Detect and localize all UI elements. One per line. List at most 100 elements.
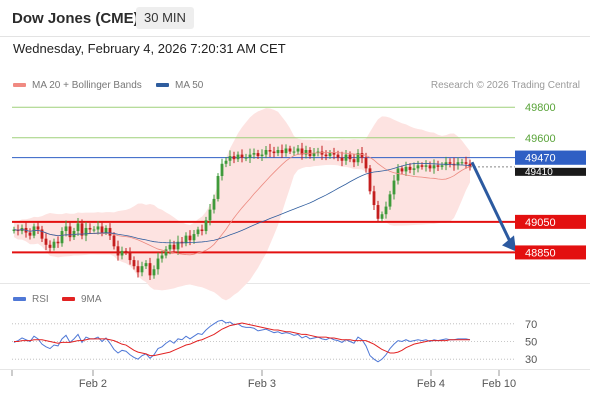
candle-body <box>88 227 92 230</box>
credit-text: Research © 2026 Trading Central <box>430 80 580 91</box>
legend-bb-label: MA 20 + Bollinger Bands <box>32 80 142 91</box>
candle-body <box>164 249 168 256</box>
candle-body <box>72 231 76 238</box>
legend-9ma-label: 9MA <box>81 294 102 305</box>
candle-body <box>392 180 396 195</box>
candle-body <box>92 229 96 231</box>
candle-body <box>104 227 108 233</box>
candle-body <box>216 176 220 199</box>
candle-body <box>300 148 304 155</box>
last-price-label: 49410 <box>525 167 553 178</box>
candle-body <box>388 194 392 207</box>
candle-body <box>252 153 256 155</box>
candle-body <box>356 153 360 163</box>
candle-body <box>12 229 16 232</box>
candle-body <box>212 198 216 210</box>
candle-body <box>176 241 180 250</box>
level-label-49800: 49800 <box>525 102 556 114</box>
candle-body <box>220 163 224 177</box>
candle-body <box>40 229 44 239</box>
candle-body <box>44 238 48 245</box>
last-price-tag <box>515 167 586 176</box>
x-tick-label: Feb 3 <box>248 378 276 390</box>
candle-body <box>128 252 132 261</box>
legend-ma50-swatch <box>156 83 169 88</box>
candle-body <box>32 226 36 236</box>
candle-body <box>440 165 444 167</box>
candle-body <box>240 154 244 158</box>
candle-body <box>64 226 68 232</box>
candle-body <box>376 205 380 219</box>
legend-bollinger: MA 20 + Bollinger Bands <box>13 80 142 91</box>
candle-body <box>168 244 172 250</box>
timeframe-button[interactable]: 30 MIN <box>136 7 194 29</box>
pivot-tag-overlay <box>515 150 586 165</box>
legend-rsi-swatch <box>13 297 26 302</box>
candle-body <box>344 154 348 161</box>
candle-body <box>156 258 160 270</box>
candle-body <box>276 150 280 154</box>
candle-body <box>248 154 252 158</box>
candle-body <box>316 151 320 154</box>
rsi-tick-50: 50 <box>525 337 537 349</box>
forecast-arrow-shaft <box>470 161 512 243</box>
panel-separator <box>0 283 590 284</box>
rsi-line <box>13 319 471 363</box>
level-tag-48850 <box>515 245 586 260</box>
candle-body <box>96 226 100 230</box>
candle-body <box>296 148 300 152</box>
legend-bb-swatch <box>13 83 26 88</box>
candle-body <box>36 226 40 230</box>
candle-body <box>288 148 292 152</box>
candle-body <box>384 206 388 215</box>
candle-body <box>160 255 164 259</box>
legend-rsi-label: RSI <box>32 294 49 305</box>
level-label-48850: 48850 <box>525 247 556 259</box>
candle-body <box>412 168 416 170</box>
candle-body <box>260 154 264 157</box>
candle-body <box>152 269 156 276</box>
timestamp: Wednesday, February 4, 2026 7:20:31 AM C… <box>13 41 286 56</box>
legend-rsi: RSI <box>13 294 49 305</box>
candle-body <box>52 241 56 248</box>
candle-body <box>244 157 248 159</box>
level-tag-49050 <box>515 214 586 229</box>
candle-body <box>328 153 332 157</box>
candle-body <box>28 232 32 236</box>
candle-body <box>336 154 340 158</box>
candle-body <box>200 229 204 232</box>
candle-body <box>312 153 316 157</box>
candle-body <box>228 156 232 161</box>
candle-body <box>264 150 268 155</box>
candle-body <box>416 165 420 169</box>
rsi-9ma-line <box>14 322 470 357</box>
candle-body <box>236 154 240 160</box>
candle-body <box>208 209 212 221</box>
candle-body <box>292 151 296 153</box>
candle-body <box>172 244 176 250</box>
candle-body <box>120 250 124 256</box>
candle-body <box>424 165 428 167</box>
candle-body <box>192 234 196 241</box>
candle-body <box>380 214 384 219</box>
candle-body <box>304 150 308 155</box>
candle-body <box>352 159 356 163</box>
candle-body <box>68 226 72 238</box>
candle-body <box>224 160 228 164</box>
candle-body <box>284 148 288 154</box>
candle-body <box>408 166 412 170</box>
candle-body <box>360 153 364 158</box>
candle-body <box>196 229 200 235</box>
candle-body <box>184 235 188 244</box>
candle-body <box>364 157 368 169</box>
candle-body <box>272 151 276 154</box>
candle-body <box>464 162 468 164</box>
candle-body <box>188 235 192 241</box>
candle-body <box>76 223 80 232</box>
candle-body <box>332 153 336 155</box>
candle-body <box>84 227 88 236</box>
legend-ma50-label: MA 50 <box>175 80 204 91</box>
axis-separator <box>0 369 590 370</box>
candle-body <box>400 168 404 172</box>
